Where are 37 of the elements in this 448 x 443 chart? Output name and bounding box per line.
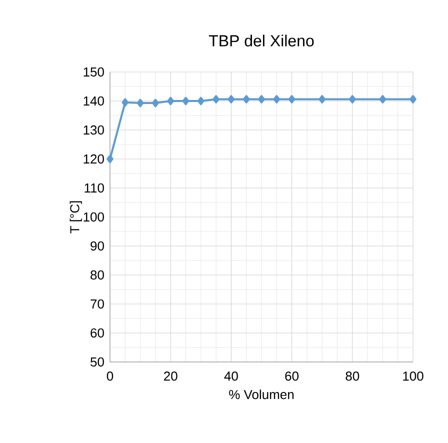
x-tick-label: 80	[346, 372, 360, 381]
point	[349, 95, 356, 104]
point	[258, 95, 265, 104]
y-tick-label: 80	[90, 270, 104, 280]
y-tick-label: 100	[84, 212, 104, 222]
point	[182, 96, 190, 106]
x-tick-label: 60	[285, 372, 299, 381]
point	[379, 95, 386, 104]
x-axis-title: % Volumen	[229, 390, 294, 400]
point	[318, 95, 326, 104]
point	[242, 95, 250, 104]
y-tick-label: 150	[84, 67, 104, 77]
point	[136, 98, 144, 108]
point	[212, 95, 220, 104]
point	[228, 95, 235, 104]
y-tick-label: 50	[90, 357, 104, 367]
point	[198, 96, 204, 106]
point	[167, 96, 174, 106]
chart-title: TBP del Xileno	[208, 34, 314, 46]
x-tick-label: 40	[224, 372, 238, 381]
x-tick-label: 100	[403, 372, 424, 381]
x-tick-label: 0	[106, 372, 114, 381]
y-tick-label: 120	[84, 154, 104, 164]
point	[273, 95, 280, 104]
y-tick-label: 60	[90, 328, 104, 338]
point	[288, 95, 296, 104]
y-tick-label: 140	[84, 96, 104, 106]
point	[152, 98, 159, 108]
y-tick-label: 110	[84, 183, 104, 193]
y-tick-label: 130	[84, 125, 104, 135]
point	[106, 154, 114, 164]
x-tick-label: 20	[164, 372, 178, 381]
y-tick-label: 90	[90, 241, 104, 251]
y-axis-title: T [°C]	[70, 201, 82, 234]
y-tick-label: 70	[90, 299, 104, 309]
point	[122, 98, 129, 107]
point	[410, 95, 416, 104]
